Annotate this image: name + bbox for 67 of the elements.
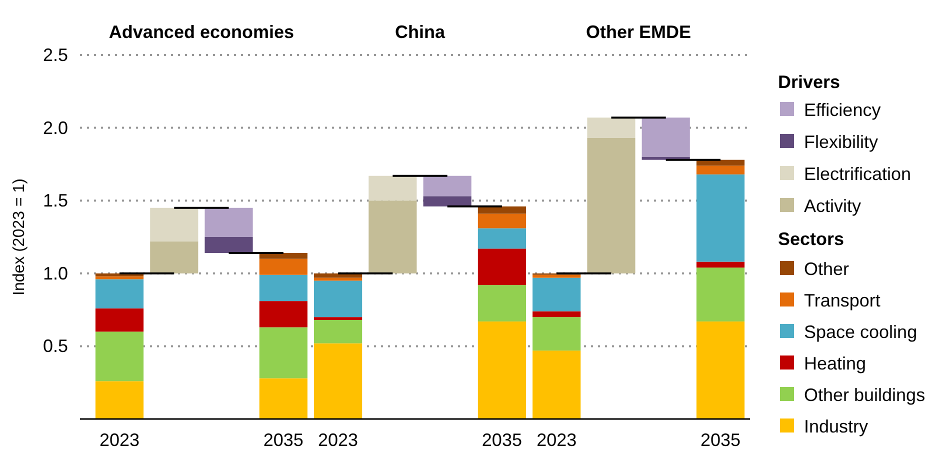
bar [314,320,362,344]
legend-label: Transport [804,290,880,310]
bar [532,350,581,419]
x-tick-label: 2023 [318,430,358,450]
x-tick-label: 2035 [482,430,522,450]
y-tick-label: 0.5 [42,336,68,356]
bar [696,268,745,322]
bar [368,200,417,274]
x-tick-label: 2023 [99,430,140,450]
legend-label: Electrification [804,164,912,184]
bar [95,332,144,382]
y-tick-label: 1.0 [42,263,68,284]
bar [587,138,636,274]
bar [696,174,745,262]
y-tick-label: 2.5 [42,45,68,65]
bar [532,278,581,312]
bar [478,321,526,419]
legend-label: Other [804,259,850,279]
bar [532,274,581,278]
text: China [394,22,446,42]
legend-label: Other buildings [804,385,926,405]
bar [259,258,308,275]
bar [95,381,144,419]
x-tick-label: 2023 [536,430,577,450]
bar [587,118,636,138]
y-tick-label: 2.0 [42,118,68,138]
bar [95,308,144,332]
text: Sectors [778,229,844,249]
y-tick-label: 1.5 [42,190,68,211]
bar [204,208,253,237]
bar [259,327,308,378]
x-tick-label: 2035 [700,430,741,450]
legend-label: Space cooling [804,322,918,342]
bar [478,248,526,286]
legend-label: Flexibility [804,132,878,152]
bar [696,321,745,419]
bar [259,301,308,328]
legend-label: Industry [804,416,868,436]
bar [532,317,581,351]
bar [478,285,526,322]
bar [95,279,144,308]
bar [368,176,417,201]
y-axis-title: Index (2023 = 1) [11,178,28,296]
text: Other EMDE [586,22,692,42]
bar [259,274,308,302]
bar [314,317,362,320]
bar [314,343,362,419]
bar [478,228,526,249]
legend-label: Activity [804,196,862,216]
bar [423,176,472,196]
bar [532,311,581,318]
bar [314,280,362,318]
bar [478,214,526,228]
bar [423,196,472,206]
bar [150,208,198,242]
bar [259,253,308,259]
text: Advanced economies [108,22,294,42]
bar [204,237,253,254]
legend-label: Heating [804,354,866,374]
bar [259,378,308,419]
x-tick-label: 2035 [263,430,304,450]
bar [150,241,198,274]
bar [642,118,690,157]
legend-title: Drivers [778,72,840,92]
bar [696,262,745,268]
legend-label: Efficiency [804,100,881,120]
bar [696,166,745,174]
